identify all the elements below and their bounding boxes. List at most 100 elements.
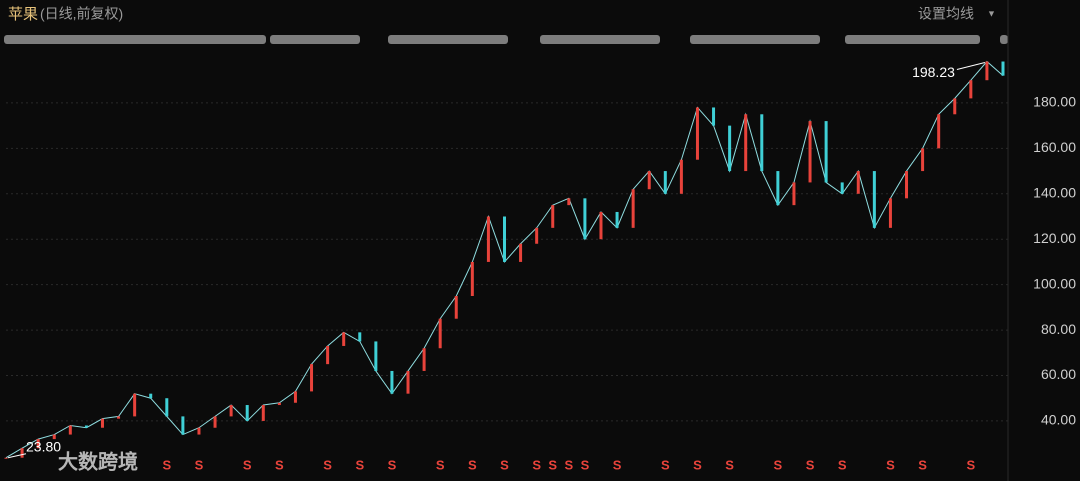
candle bbox=[117, 416, 121, 419]
y-tick-label: 40.00 bbox=[1041, 412, 1076, 428]
chart-title: 苹果 bbox=[8, 6, 38, 23]
chart-subtitle: (日线,前复权) bbox=[40, 6, 123, 22]
y-tick-label: 120.00 bbox=[1033, 230, 1076, 246]
event-marker: S bbox=[388, 457, 397, 472]
event-marker: S bbox=[548, 457, 557, 472]
event-marker: S bbox=[693, 457, 702, 472]
candle bbox=[165, 398, 169, 417]
y-tick-label: 80.00 bbox=[1041, 321, 1076, 337]
event-marker: S bbox=[243, 457, 252, 472]
event-marker: S bbox=[613, 457, 622, 472]
y-tick-label: 60.00 bbox=[1041, 366, 1076, 382]
candle bbox=[181, 416, 185, 435]
candle bbox=[695, 107, 699, 160]
event-marker: S bbox=[323, 457, 332, 472]
candle bbox=[229, 405, 233, 417]
candle bbox=[840, 182, 844, 194]
high-label: 198.23 bbox=[912, 64, 955, 80]
candle bbox=[20, 448, 24, 458]
candle bbox=[213, 416, 217, 428]
candle bbox=[100, 418, 104, 428]
candle bbox=[36, 439, 40, 449]
event-marker: S bbox=[918, 457, 927, 472]
event-marker: S bbox=[725, 457, 734, 472]
candle bbox=[133, 393, 137, 417]
candle bbox=[856, 171, 860, 194]
candle bbox=[277, 402, 281, 406]
y-tick-label: 100.00 bbox=[1033, 275, 1076, 291]
candle bbox=[599, 211, 603, 240]
candle bbox=[245, 405, 249, 421]
menu-arrow: ▼ bbox=[987, 8, 996, 18]
candle bbox=[808, 121, 812, 183]
candle bbox=[503, 216, 506, 262]
low-label: 23.80 bbox=[26, 438, 61, 454]
candle bbox=[261, 405, 265, 421]
event-marker: S bbox=[774, 457, 783, 472]
candle bbox=[4, 457, 8, 459]
event-marker: S bbox=[886, 457, 895, 472]
candle bbox=[374, 341, 378, 371]
candle bbox=[888, 198, 892, 228]
candle bbox=[535, 227, 539, 244]
event-marker: S bbox=[500, 457, 509, 472]
candle bbox=[390, 370, 394, 394]
blurred-indicators bbox=[4, 35, 1008, 44]
price-line bbox=[5, 60, 1004, 459]
candle bbox=[872, 171, 876, 228]
candle bbox=[52, 434, 56, 440]
event-marker: S bbox=[195, 457, 204, 472]
candle bbox=[679, 159, 683, 194]
candle bbox=[358, 332, 362, 342]
candle bbox=[551, 205, 555, 228]
candle bbox=[921, 148, 925, 172]
event-marker: S bbox=[468, 457, 477, 472]
candle bbox=[647, 171, 651, 190]
candle bbox=[342, 332, 346, 346]
event-marker: S bbox=[564, 457, 573, 472]
candle bbox=[293, 391, 297, 403]
candle bbox=[728, 125, 732, 172]
candle bbox=[615, 211, 619, 228]
candle bbox=[760, 114, 764, 172]
candle bbox=[454, 296, 458, 319]
candle bbox=[969, 80, 973, 99]
event-marker: S bbox=[806, 457, 815, 472]
candle bbox=[326, 345, 330, 365]
candle bbox=[149, 393, 153, 399]
event-marker: S bbox=[838, 457, 847, 472]
high-pointer bbox=[956, 62, 986, 71]
candle bbox=[792, 182, 796, 206]
y-tick-label: 180.00 bbox=[1033, 94, 1076, 110]
candle bbox=[663, 171, 667, 194]
event-marker: S bbox=[967, 457, 976, 472]
candle bbox=[470, 261, 474, 296]
candle bbox=[197, 427, 201, 435]
candle bbox=[631, 189, 635, 228]
menu-button[interactable]: 设置均线 bbox=[918, 6, 974, 22]
candle bbox=[937, 114, 941, 149]
candle bbox=[84, 425, 88, 428]
event-marker: S bbox=[436, 457, 445, 472]
event-marker: S bbox=[532, 457, 541, 472]
y-tick-label: 140.00 bbox=[1033, 184, 1076, 200]
candle bbox=[905, 171, 909, 199]
candle bbox=[68, 425, 72, 435]
low-pointer bbox=[7, 453, 27, 459]
candle bbox=[406, 370, 410, 394]
candle bbox=[712, 107, 716, 126]
candle bbox=[310, 364, 314, 392]
candle bbox=[567, 198, 571, 206]
candle bbox=[422, 348, 426, 371]
y-tick-label: 160.00 bbox=[1033, 139, 1076, 155]
candle bbox=[776, 171, 780, 206]
event-marker: S bbox=[581, 457, 590, 472]
candle bbox=[486, 216, 490, 262]
event-marker: S bbox=[275, 457, 284, 472]
candle bbox=[438, 318, 442, 349]
candle bbox=[519, 243, 523, 262]
candle bbox=[953, 98, 957, 115]
event-marker: S bbox=[661, 457, 670, 472]
